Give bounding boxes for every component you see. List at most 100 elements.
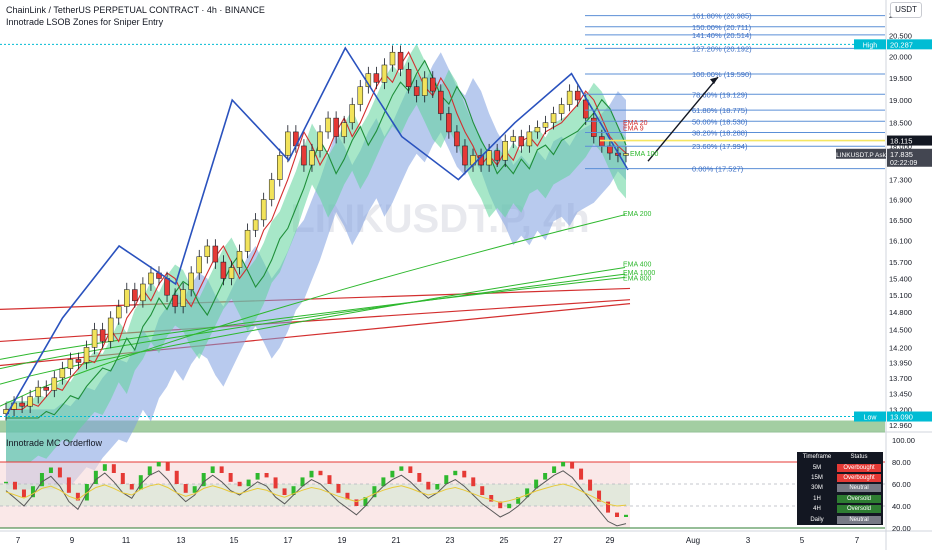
osc-bar	[363, 497, 368, 506]
status-row: 30M Neutral	[797, 483, 883, 493]
candle-body	[27, 396, 33, 407]
candle-body	[115, 306, 122, 319]
badge-value: 20.287	[890, 40, 913, 49]
osc-bar	[39, 473, 44, 487]
price-tick-label: 13.950	[889, 358, 912, 367]
fib-level-label: 61.80% (18.775)	[692, 106, 748, 115]
price-tick-label: 12.960	[889, 421, 912, 430]
price-tick-label: 13.450	[889, 389, 912, 398]
osc-level-label: 60.00	[892, 480, 911, 489]
osc-bar	[561, 462, 566, 467]
last-price-value: 17.835	[890, 150, 913, 159]
osc-bar	[462, 470, 467, 478]
osc-bar	[282, 488, 287, 495]
ema-line-ema-200	[0, 214, 626, 407]
candle-body	[107, 317, 114, 342]
osc-bar	[30, 486, 35, 498]
ema-label: EMA 400	[623, 262, 652, 269]
badge-text: High	[863, 42, 878, 49]
osc-bar	[579, 468, 584, 480]
price-tick-label: 14.800	[889, 308, 912, 317]
price-tick-label: 15.700	[889, 258, 912, 267]
osc-bar	[336, 484, 341, 493]
ema-label: EMA 100	[630, 151, 659, 158]
osc-bar	[552, 466, 557, 473]
time-tick-label: 9	[70, 536, 75, 545]
osc-bar	[237, 481, 242, 487]
osc-bar	[606, 501, 611, 513]
candle-body	[220, 261, 227, 279]
osc-bar	[489, 495, 494, 502]
status-value: Oversold	[837, 494, 881, 503]
osc-bar	[93, 470, 98, 484]
last-price-bg	[887, 148, 932, 167]
candle-body	[59, 368, 66, 379]
candle-body	[341, 122, 347, 137]
candle-body	[454, 131, 460, 147]
yellow-badge-bg	[887, 135, 932, 146]
status-timeframe: 15M	[811, 474, 823, 481]
ema-cloud-green	[6, 43, 626, 463]
price-tick-label: 16.500	[889, 216, 912, 225]
osc-bar	[192, 486, 197, 493]
osc-level-label: 20.00	[892, 524, 911, 533]
osc-bar	[318, 470, 323, 476]
osc-bar	[480, 486, 485, 495]
candle-body	[582, 99, 589, 119]
oscillator-title[interactable]: Innotrade MC Orderflow	[6, 438, 103, 448]
candle-body	[309, 150, 315, 166]
ema-line-ema-800	[0, 276, 626, 360]
price-tick-label: 16.100	[889, 237, 912, 246]
osc-bar	[75, 492, 80, 501]
status-header: Status	[850, 454, 868, 461]
ema-label: EMA 20	[623, 120, 648, 127]
candle-body	[607, 145, 613, 154]
status-row: Daily Neutral	[797, 514, 883, 524]
osc-bar	[624, 514, 628, 517]
candle-body	[325, 117, 331, 133]
candle-body	[558, 104, 565, 114]
price-tick-label: 15.100	[889, 291, 912, 300]
projection-arrow-line	[647, 76, 719, 162]
candle-body	[486, 150, 492, 166]
candle-body	[260, 199, 267, 221]
status-value: Neutral	[837, 484, 881, 493]
osc-bar	[516, 497, 521, 504]
time-tick-label: 19	[338, 536, 347, 545]
osc-bar	[444, 475, 449, 484]
indicator-title[interactable]: Innotrade LSOB Zones for Sniper Entry	[6, 17, 164, 27]
price-tick-label: 14.500	[889, 326, 912, 335]
osc-bar	[381, 477, 386, 487]
candle-body	[236, 251, 243, 268]
candle-body	[446, 113, 452, 133]
badge-value-bg	[887, 411, 932, 422]
osc-bar	[273, 477, 278, 489]
osc-bar	[570, 462, 575, 469]
fib-level-label: 50.00% (18.530)	[692, 117, 748, 126]
zigzag-line	[5, 46, 629, 417]
osc-bar	[129, 484, 134, 490]
osc-bar	[255, 473, 260, 480]
candle-body	[518, 136, 525, 147]
osc-bar	[12, 481, 17, 490]
price-tick-label: 13.200	[889, 405, 912, 414]
osc-bar	[354, 499, 359, 506]
candle-body	[357, 86, 364, 105]
status-timeframe: Daily	[810, 516, 824, 523]
osc-background-middle	[0, 484, 630, 506]
status-timeframe: 1H	[813, 495, 821, 502]
candle-body	[228, 267, 235, 279]
candle-body	[140, 283, 146, 302]
symbol-title[interactable]: ChainLink / TetherUS PERPETUAL CONTRACT …	[6, 5, 265, 15]
osc-bar	[21, 489, 26, 498]
status-value: Overbought	[837, 473, 881, 482]
candle-body	[35, 386, 41, 397]
status-timeframe: 5M	[812, 464, 822, 471]
fib-level-label: 78.60% (19.129)	[692, 90, 748, 99]
candle-body	[83, 347, 90, 363]
price-tick-label: 19.000	[889, 96, 912, 105]
price-tick-label: 19.500	[889, 74, 912, 83]
osc-bar	[453, 470, 458, 476]
currency-selector[interactable]: USDT	[890, 2, 922, 18]
